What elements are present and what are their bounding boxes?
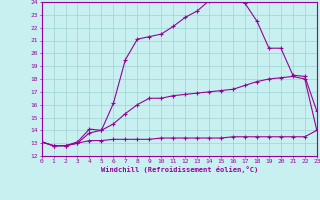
X-axis label: Windchill (Refroidissement éolien,°C): Windchill (Refroidissement éolien,°C) (100, 166, 258, 173)
